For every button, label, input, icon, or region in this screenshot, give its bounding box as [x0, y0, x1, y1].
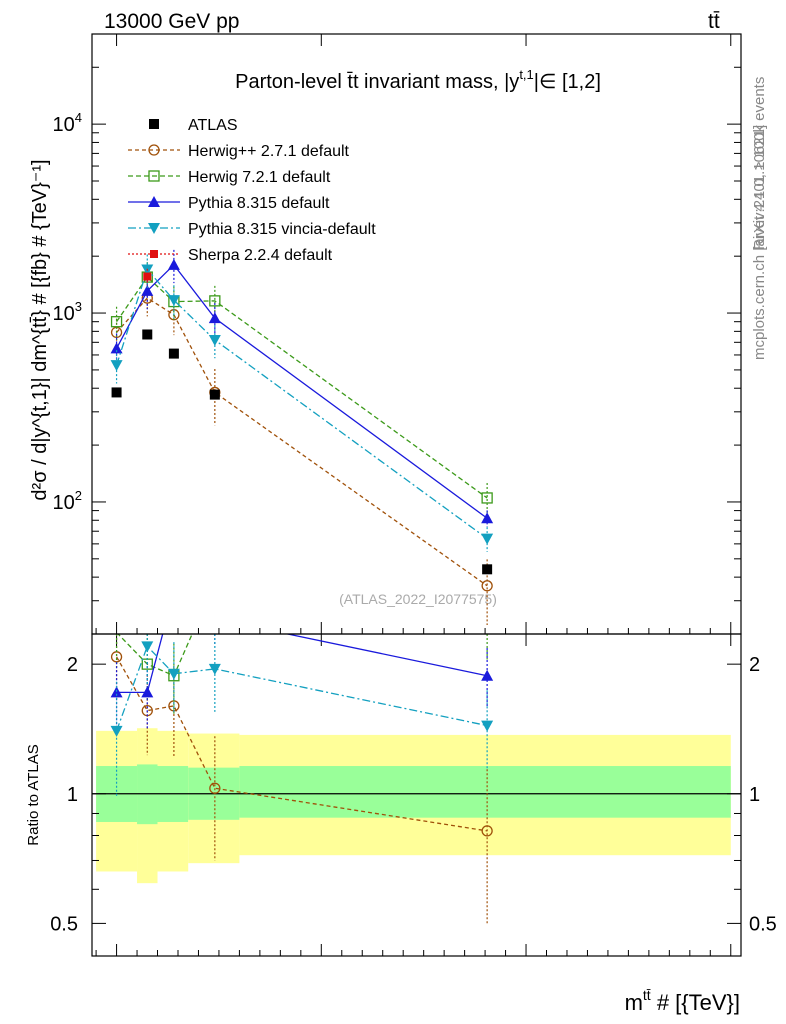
mcplots-label: mcplots.cern.ch [arXiv:2401.10621] [751, 125, 768, 360]
x-axis-label-tail: # [{TeV}] [651, 990, 740, 1015]
ratio-plot-frame [91, 633, 742, 957]
ratio-uncertainty-band [92, 728, 741, 884]
rivet-label: Rivet 4.1.0, ≥ 100k events [751, 77, 768, 250]
legend-label: Pythia 8.315 default [188, 195, 330, 212]
ratio-point-vincia [141, 641, 154, 653]
ratio-point-vincia [167, 668, 180, 680]
ratio-y-tick-label-right: 0.5 [749, 913, 777, 935]
legend-marker [148, 144, 160, 156]
chart-title-sup: t,1 [519, 67, 533, 82]
y-tick-base: 10 [53, 492, 75, 514]
ratio-y-tick-label: 1 [67, 784, 78, 806]
data-point-herwigpp [481, 580, 493, 592]
legend-entry: Pythia 8.315 default [128, 195, 330, 212]
y-tick-label: 102 [53, 488, 82, 514]
ratio-point-vincia [110, 725, 123, 737]
ratio-point-herwigpp [209, 782, 221, 794]
data-point-pythia [110, 342, 123, 354]
legend-label: ATLAS [188, 117, 238, 134]
legend-entry: Sherpa 2.2.4 default [128, 247, 333, 264]
legend-marker [148, 223, 160, 234]
legend-marker [149, 119, 159, 129]
series-sherpa [143, 268, 152, 286]
legend-entry: Pythia 8.315 vincia-default [128, 221, 376, 238]
ratio-y-tick-label-right: 1 [749, 784, 760, 806]
data-point-vincia [110, 360, 123, 372]
ratio-point-vincia [208, 663, 221, 675]
y-tick-exp: 3 [75, 299, 82, 314]
legend-marker [148, 170, 160, 182]
band-inner-bin [239, 766, 731, 818]
data-point-pythia [141, 284, 154, 296]
data-point-atlas [142, 329, 153, 340]
ratio-y-tick-label: 2 [67, 654, 78, 676]
series-line-vincia [115, 268, 488, 540]
data-point-pythia [481, 512, 494, 524]
legend-entry: Herwig++ 2.7.1 default [128, 143, 350, 160]
chart-title-main: Parton-level t̄t invariant mass, |y [235, 71, 519, 93]
ratio-y-tick-label-right: 2 [749, 654, 760, 676]
legend-marker [148, 196, 160, 207]
data-point-sherpa [143, 272, 152, 281]
legend: ATLAS Herwig++ 2.7.1 default Herwig 7.2.1 … [128, 117, 376, 264]
data-point-vincia [208, 334, 221, 346]
series-layer [110, 249, 494, 924]
x-axis-label-sup: tt̄ [643, 987, 651, 1003]
data-point-herwig7 [481, 492, 493, 504]
data-point-pythia [208, 312, 221, 324]
ratio-y-tick-label: 0.5 [50, 913, 78, 935]
legend-label: Pythia 8.315 vincia-default [188, 221, 376, 238]
legend-marker [150, 250, 158, 258]
series-pythia [110, 249, 494, 729]
legend-label: Herwig 7.2.1 default [188, 169, 331, 186]
ratio-point-pythia [481, 669, 494, 681]
data-point-atlas [168, 348, 179, 359]
legend-label: Sherpa 2.2.4 default [188, 247, 333, 264]
ratio-line-pythia [116, 634, 488, 694]
data-point-vincia [167, 295, 180, 307]
legend-entry: Herwig 7.2.1 default [128, 169, 331, 186]
process-label: tt̄ [708, 10, 720, 33]
y-tick-label: 103 [53, 299, 82, 325]
x-axis-label-main: m [625, 990, 643, 1015]
series-herwig7 [110, 262, 493, 715]
data-point-herwig7 [110, 316, 123, 328]
y-tick-base: 10 [53, 303, 75, 325]
data-point-atlas [209, 389, 220, 400]
analysis-watermark: (ATLAS_2022_I2077575) [339, 591, 497, 607]
ratio-point-herwigpp [481, 825, 493, 837]
data-point-vincia [481, 533, 494, 545]
y-axis-label: d²σ / d|y^{t,1}| dm^{tt̄} # [{fb} # {TeV… [29, 159, 51, 500]
legend-entry: ATLAS [149, 117, 238, 134]
y-tick-exp: 2 [75, 488, 82, 503]
y-tick-exp: 4 [75, 110, 82, 125]
ratio-point-pythia [141, 686, 154, 698]
series-vincia [110, 254, 494, 798]
chart-title: Parton-level t̄t invariant mass, |yt,1|∈… [235, 67, 601, 93]
y-tick-base: 10 [53, 114, 75, 136]
data-point-herwig7 [209, 295, 221, 307]
series-atlas [111, 329, 493, 575]
chart-title-tail: |∈ [1,2] [534, 71, 601, 93]
ratio-point-vincia [481, 720, 494, 732]
x-axis-label: mtt̄ # [{TeV}] [625, 987, 740, 1015]
ratio-point-pythia [110, 686, 123, 698]
data-point-pythia [167, 258, 180, 270]
data-point-atlas [111, 387, 122, 398]
y-tick-label: 104 [53, 110, 82, 136]
ratio-y-axis-label: Ratio to ATLAS [25, 744, 42, 845]
energy-label: 13000 GeV pp [104, 10, 239, 33]
legend-label: Herwig++ 2.7.1 default [188, 143, 350, 160]
data-point-atlas [482, 564, 493, 575]
series-line-herwigpp [116, 297, 488, 587]
ratio-line-vincia [115, 645, 488, 732]
